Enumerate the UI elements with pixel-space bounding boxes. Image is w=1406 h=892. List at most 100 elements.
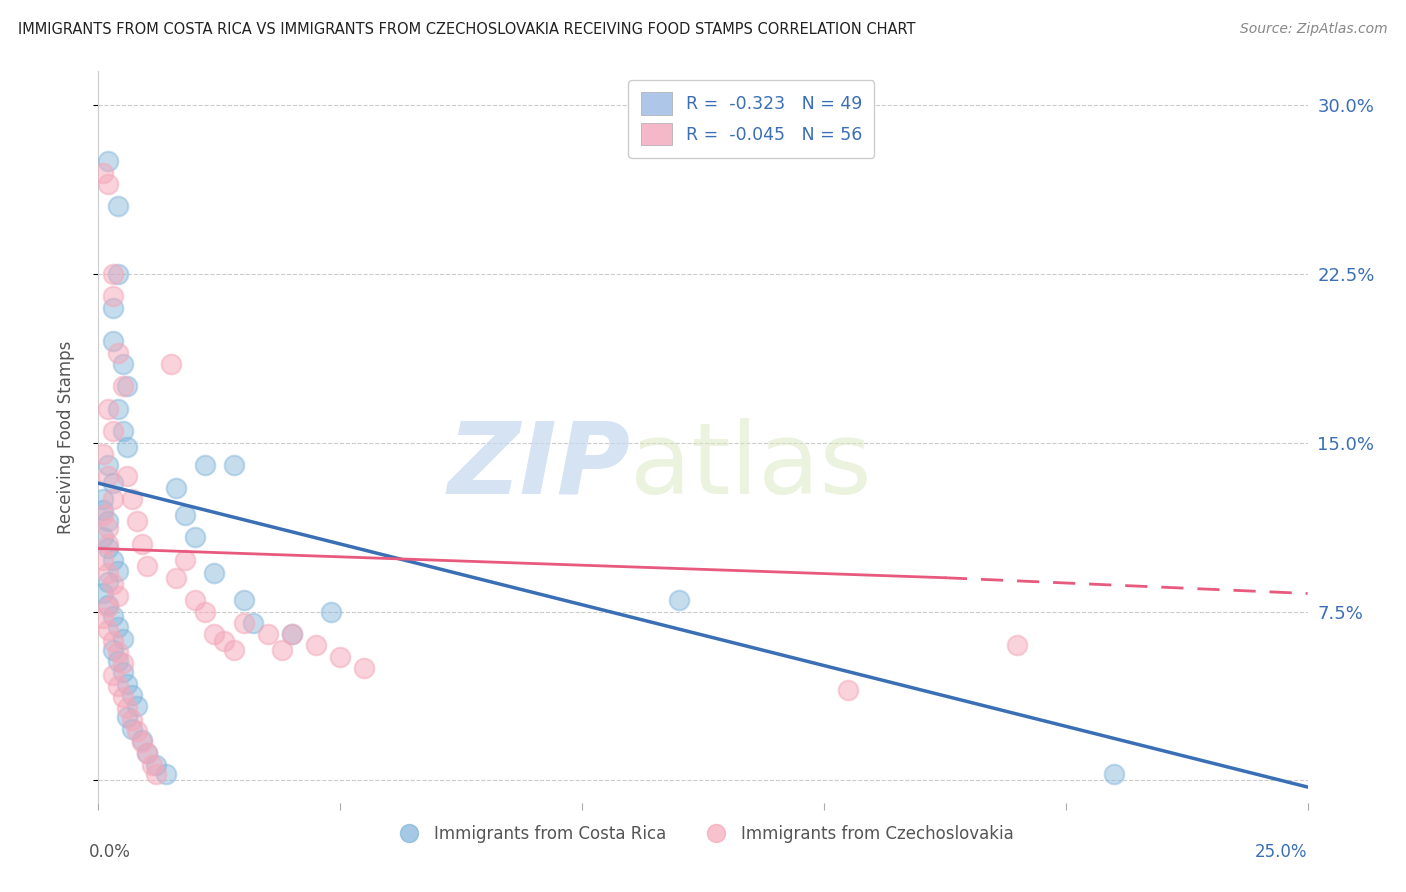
Point — [101, 301, 124, 315]
Point — [91, 447, 114, 461]
Point — [91, 508, 114, 522]
Point — [111, 657, 134, 671]
Point — [281, 627, 304, 641]
Point — [121, 722, 143, 736]
Point — [131, 537, 153, 551]
Point — [91, 586, 114, 600]
Text: IMMIGRANTS FROM COSTA RICA VS IMMIGRANTS FROM CZECHOSLOVAKIA RECEIVING FOOD STAM: IMMIGRANTS FROM COSTA RICA VS IMMIGRANTS… — [18, 22, 915, 37]
Point — [184, 593, 207, 607]
Text: Source: ZipAtlas.com: Source: ZipAtlas.com — [1240, 22, 1388, 37]
Text: ZIP: ZIP — [447, 417, 630, 515]
Point — [91, 553, 114, 567]
Point — [837, 683, 859, 698]
Point — [111, 357, 134, 371]
Point — [101, 289, 124, 303]
Point — [101, 577, 124, 591]
Point — [121, 713, 143, 727]
Point — [242, 615, 264, 630]
Point — [194, 605, 217, 619]
Point — [222, 642, 245, 657]
Point — [1102, 766, 1125, 780]
Point — [107, 267, 129, 281]
Point — [131, 735, 153, 749]
Point — [281, 627, 304, 641]
Point — [353, 661, 375, 675]
Point — [101, 425, 124, 439]
Point — [97, 623, 120, 637]
Point — [101, 476, 124, 491]
Text: atlas: atlas — [630, 417, 872, 515]
Point — [117, 710, 139, 724]
Point — [97, 469, 120, 483]
Point — [184, 530, 207, 544]
Point — [97, 177, 120, 191]
Point — [101, 633, 124, 648]
Point — [117, 379, 139, 393]
Point — [127, 699, 149, 714]
Point — [165, 571, 187, 585]
Point — [107, 345, 129, 359]
Point — [145, 766, 167, 780]
Point — [101, 609, 124, 624]
Point — [101, 334, 124, 349]
Point — [121, 491, 143, 506]
Y-axis label: Receiving Food Stamps: Receiving Food Stamps — [56, 341, 75, 533]
Point — [97, 154, 120, 169]
Point — [141, 757, 163, 772]
Point — [107, 589, 129, 603]
Point — [91, 166, 114, 180]
Point — [107, 564, 129, 578]
Point — [111, 665, 134, 680]
Point — [107, 199, 129, 213]
Point — [101, 267, 124, 281]
Point — [117, 676, 139, 690]
Point — [97, 575, 120, 590]
Point — [111, 690, 134, 704]
Point — [271, 642, 294, 657]
Point — [131, 732, 153, 747]
Point — [91, 503, 114, 517]
Point — [111, 379, 134, 393]
Point — [97, 537, 120, 551]
Point — [97, 521, 120, 535]
Point — [135, 559, 157, 574]
Point — [232, 615, 254, 630]
Point — [97, 598, 120, 612]
Point — [101, 667, 124, 681]
Point — [107, 679, 129, 693]
Point — [204, 566, 226, 581]
Point — [305, 638, 328, 652]
Text: 0.0%: 0.0% — [89, 843, 131, 862]
Point — [194, 458, 217, 473]
Point — [91, 491, 114, 506]
Point — [165, 481, 187, 495]
Point — [319, 605, 342, 619]
Point — [91, 530, 114, 544]
Point — [101, 642, 124, 657]
Point — [145, 757, 167, 772]
Point — [107, 620, 129, 634]
Point — [222, 458, 245, 473]
Point — [135, 746, 157, 760]
Point — [135, 746, 157, 760]
Point — [232, 593, 254, 607]
Point — [204, 627, 226, 641]
Point — [174, 553, 197, 567]
Point — [127, 723, 149, 738]
Point — [121, 688, 143, 702]
Point — [174, 508, 197, 522]
Point — [97, 541, 120, 556]
Point — [107, 654, 129, 668]
Point — [111, 425, 134, 439]
Point — [668, 593, 690, 607]
Point — [97, 401, 120, 416]
Point — [212, 633, 235, 648]
Point — [101, 491, 124, 506]
Point — [329, 649, 352, 664]
Point — [111, 632, 134, 646]
Legend: Immigrants from Costa Rica, Immigrants from Czechoslovakia: Immigrants from Costa Rica, Immigrants f… — [385, 818, 1021, 849]
Point — [127, 515, 149, 529]
Point — [97, 515, 120, 529]
Point — [160, 357, 183, 371]
Point — [107, 401, 129, 416]
